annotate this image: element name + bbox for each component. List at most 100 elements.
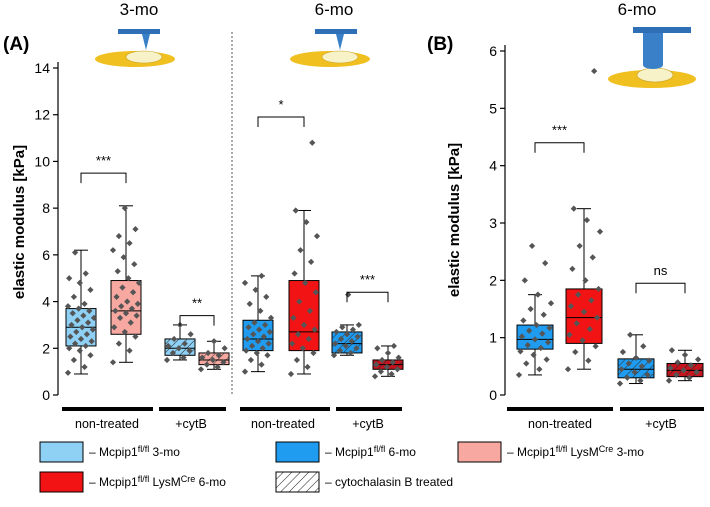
data-point	[384, 349, 392, 357]
panel-b-letter: (B)	[427, 34, 453, 55]
data-point	[109, 247, 117, 254]
legend: – Mcpip1fl/fl 3-mo – Mcpip1fl/fl 6-mo – Mc…	[39, 441, 644, 493]
data-point	[307, 258, 315, 265]
data-point	[332, 340, 339, 347]
data-point	[70, 356, 78, 364]
data-point	[257, 307, 264, 315]
data-point	[394, 366, 401, 373]
title-6mo: 6-mo	[315, 0, 354, 19]
panel-b-plot: 0 1 2 3 4 5 6 *** ns	[489, 43, 704, 403]
data-point	[293, 356, 301, 364]
data-point	[579, 337, 586, 344]
significance-label: ns	[654, 263, 668, 278]
data-point	[251, 319, 258, 326]
legend-item-2: – Mcpip1fl/fl 6-mo	[275, 441, 416, 463]
data-point	[627, 331, 634, 338]
group-label-non-treated-3mo: non-treated	[75, 417, 139, 431]
data-point	[292, 207, 299, 214]
significance-bracket	[635, 282, 686, 294]
y-tick-label: 4	[42, 294, 50, 310]
data-point	[199, 354, 206, 361]
data-point	[181, 340, 188, 347]
y-tick-label: 0	[42, 387, 50, 403]
data-point	[564, 366, 572, 373]
data-point	[76, 347, 83, 354]
y-axis-label-b: elastic modulus [kPa]	[446, 143, 463, 297]
data-point	[126, 347, 133, 354]
data-point	[589, 254, 596, 261]
data-point	[71, 249, 79, 256]
data-point	[526, 327, 533, 334]
data-point	[343, 331, 351, 338]
legend-item-4: – Mcpip1fl/fl LysMCre 6-mo	[39, 471, 226, 493]
data-point	[524, 342, 531, 349]
data-point	[76, 279, 83, 286]
data-point	[523, 360, 530, 367]
box-body	[110, 280, 142, 335]
y-tick-label: 2	[42, 340, 50, 356]
data-point	[267, 314, 275, 322]
data-point	[588, 297, 595, 304]
data-point	[197, 366, 205, 373]
data-point	[82, 270, 89, 277]
legend-item-3: – Mcpip1fl/fl LysMCre 3-mo	[457, 441, 644, 463]
box-8	[371, 342, 404, 380]
data-point	[210, 338, 218, 345]
box-3	[163, 321, 196, 364]
data-point	[64, 369, 72, 376]
box-4	[197, 338, 230, 373]
data-point	[299, 345, 306, 352]
y-tick-label: 14	[34, 60, 50, 76]
y-tick-label: 1	[489, 330, 497, 346]
data-point	[640, 343, 647, 350]
data-point	[260, 333, 268, 340]
data-point	[261, 321, 269, 329]
data-point	[296, 298, 303, 305]
y-tick-label: 3	[489, 215, 497, 231]
data-point	[305, 335, 312, 343]
data-point	[596, 228, 604, 235]
group-label-cytb-3mo: +cytB	[175, 417, 207, 431]
data-point	[109, 359, 117, 366]
data-point	[265, 340, 272, 347]
data-point	[572, 348, 579, 356]
data-point	[686, 374, 693, 381]
data-point	[520, 317, 527, 324]
box-1	[64, 249, 98, 376]
data-point	[330, 352, 338, 359]
data-point	[353, 345, 360, 352]
y-tick-label: 12	[34, 107, 50, 123]
significance-label: **	[192, 296, 202, 311]
data-point	[547, 300, 555, 307]
data-point	[536, 366, 543, 373]
data-point	[333, 328, 340, 336]
data-point	[395, 354, 402, 361]
data-point	[582, 277, 589, 284]
data-point	[616, 380, 624, 387]
data-point	[306, 307, 314, 315]
title-b-6mo: 6-mo	[618, 0, 657, 19]
y-axis-label-a: elastic modulus [kPa]	[11, 145, 28, 299]
data-point	[390, 342, 398, 350]
data-point	[530, 351, 537, 358]
data-point	[289, 340, 296, 347]
data-point	[302, 279, 309, 286]
data-point	[576, 242, 583, 250]
significance-bracket	[346, 291, 389, 303]
data-point	[373, 361, 380, 368]
legend-label: – cytochalasin B treated	[325, 475, 453, 489]
data-point	[290, 314, 297, 322]
group-label-non-treated-b: non-treated	[528, 417, 592, 431]
significance-bracket	[80, 172, 127, 184]
data-point	[215, 352, 222, 359]
data-point	[258, 272, 265, 279]
data-point	[575, 291, 582, 298]
data-point	[294, 331, 302, 338]
significance-label: ***	[552, 123, 567, 138]
data-point	[383, 363, 390, 371]
y-tick-label: 5	[489, 100, 497, 116]
data-point	[258, 361, 265, 368]
y-tick-label: 0	[489, 387, 497, 403]
data-point	[253, 349, 260, 357]
data-point	[515, 371, 523, 379]
